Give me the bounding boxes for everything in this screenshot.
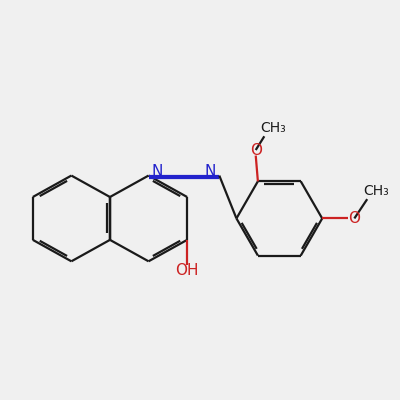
Text: N: N bbox=[205, 164, 216, 179]
Text: CH₃: CH₃ bbox=[260, 121, 286, 135]
Text: OH: OH bbox=[175, 263, 199, 278]
Text: O: O bbox=[250, 142, 262, 158]
Text: O: O bbox=[348, 211, 360, 226]
Text: CH₃: CH₃ bbox=[363, 184, 389, 198]
Text: N: N bbox=[152, 164, 163, 179]
